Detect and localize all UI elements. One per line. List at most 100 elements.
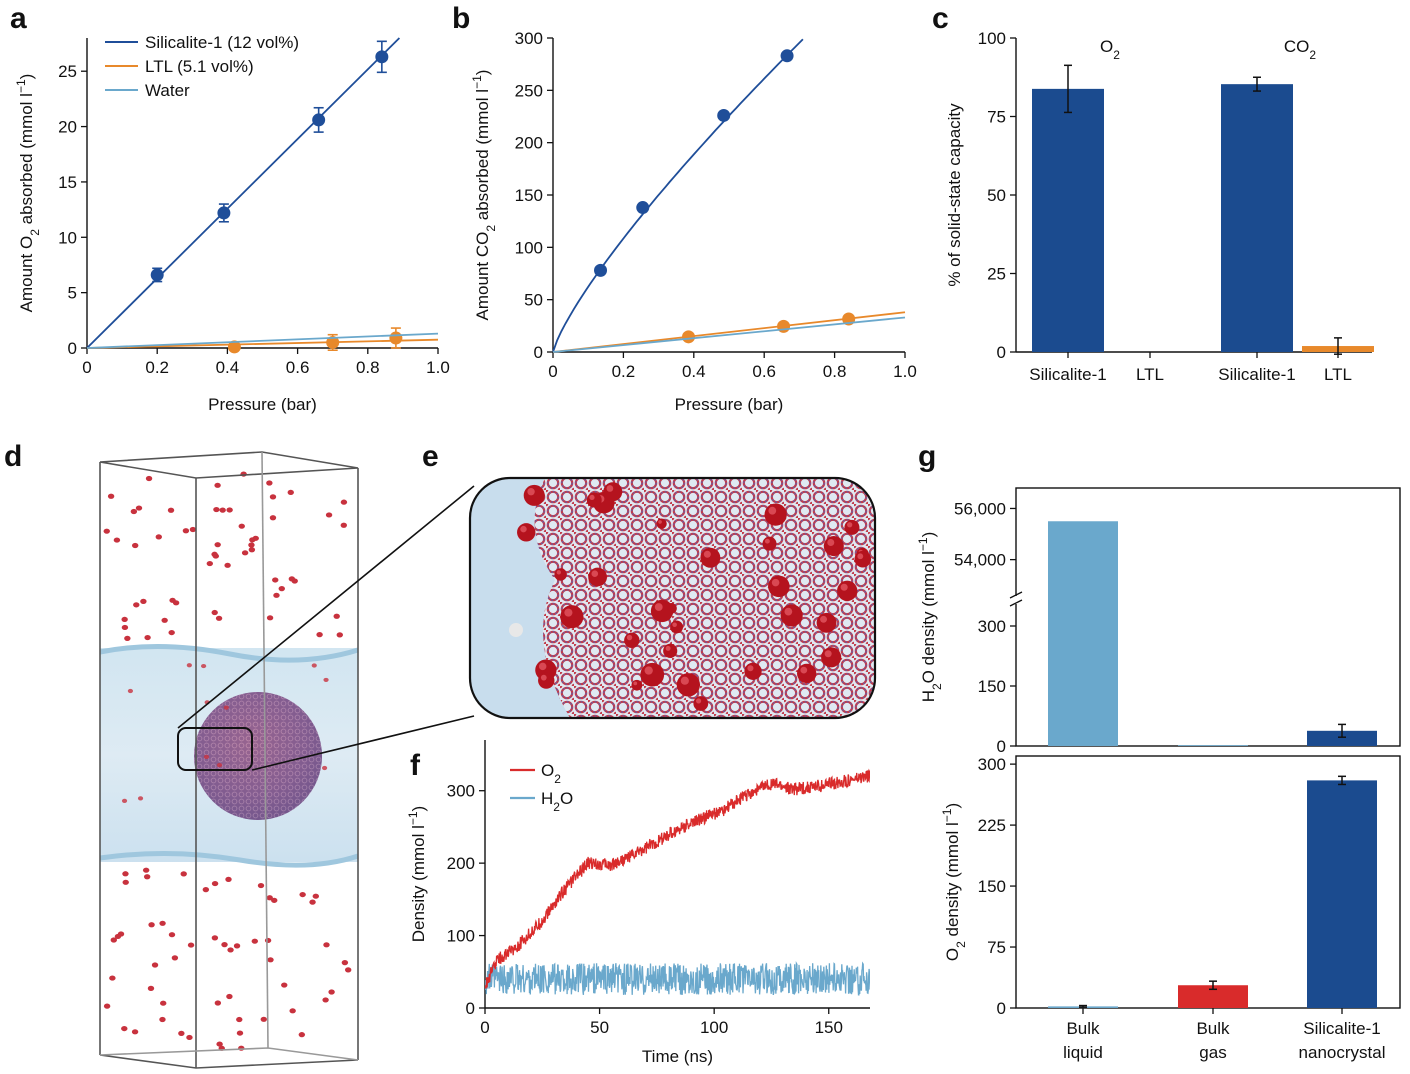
- o2-molecule-63: [159, 920, 166, 926]
- chart-c-bar-0: [1032, 88, 1104, 353]
- o2-molecule-33: [214, 542, 221, 548]
- chart-a-legend-label-0: Silicalite-1 (12 vol%): [145, 33, 299, 52]
- chart-c-category-0: Silicalite-1: [1029, 365, 1106, 384]
- o2-blob-25: [517, 523, 536, 542]
- chart-g-bottom-ytick-label-4: 300: [978, 755, 1006, 774]
- o2-molecule-16: [144, 634, 151, 641]
- o2-molecule-101: [180, 871, 187, 877]
- chart-f-xtick-label-3: 150: [815, 1018, 843, 1037]
- o2-molecule-57: [122, 871, 129, 877]
- chart-g-top-bar-2: [1307, 730, 1377, 746]
- o2-molecule-36: [169, 597, 176, 603]
- chart-g-top-upper-ytick-label-0: 54,000: [954, 551, 1006, 570]
- o2-molecule-72: [281, 982, 288, 988]
- o2-blob-highlight-9: [857, 553, 864, 560]
- o2-molecule-121: [311, 663, 317, 668]
- o2-molecule-79: [236, 1030, 244, 1036]
- panel-label-b: b: [452, 2, 470, 35]
- chart-a-x-label: Pressure (bar): [208, 395, 317, 414]
- o2-blob-highlight-20: [626, 634, 633, 641]
- o2-molecule-114: [186, 663, 192, 668]
- chart-a-ytick-label-0: 0: [68, 339, 77, 358]
- o2-blob-highlight-12: [847, 522, 853, 528]
- chart-f: 0 100 200 300 0 50 100 150 Time (ns) Density (mmo…: [406, 740, 870, 1066]
- o2-molecule-21: [121, 624, 129, 631]
- chart-a-point-1-1: [326, 335, 340, 349]
- chart-g-bottom-ytick-label-1: 75: [987, 938, 1006, 957]
- o2-molecule-38: [333, 613, 340, 619]
- o2-blob-30: [538, 672, 555, 689]
- o2-molecule-74: [121, 1025, 128, 1032]
- panel-label-d: d: [4, 440, 22, 473]
- chart-g-bottom-bar-2: [1307, 780, 1377, 1008]
- chart-b-point-1-0: [682, 330, 696, 344]
- o2-molecule-71: [186, 1034, 193, 1041]
- chart-f-plot-area: [485, 768, 870, 996]
- o2-molecule-27: [214, 482, 221, 488]
- o2-molecule-68: [221, 942, 228, 948]
- o2-molecule-112: [223, 705, 229, 710]
- o2-molecule-51: [325, 512, 333, 518]
- chart-f-xtick-label-2: 100: [700, 1018, 728, 1037]
- chart-g-bottom-y-label: O2 density (mmol l−1): [940, 803, 968, 961]
- o2-molecule-111: [127, 688, 134, 694]
- o2-blob-highlight-18: [538, 662, 547, 671]
- o2-blob-16: [797, 663, 817, 684]
- o2-blob-15: [823, 536, 844, 557]
- o2-molecule-34: [167, 507, 175, 513]
- chart-b-xtick-label-1: 0.2: [612, 362, 636, 381]
- o2-blob-highlight-29: [840, 583, 848, 591]
- o2-molecule-44: [168, 629, 175, 636]
- o2-molecule-7: [226, 507, 233, 513]
- o2-molecule-106: [178, 1030, 185, 1036]
- chart-b-y-label-part-0: Amount CO: [473, 232, 492, 321]
- o2-blob-33: [560, 605, 584, 629]
- o2-molecule-17: [213, 506, 220, 513]
- o2-molecule-12: [131, 542, 139, 549]
- o2-blob-24: [554, 568, 567, 581]
- o2-molecule-104: [147, 985, 155, 991]
- chart-f-ytick-label-1: 100: [447, 927, 475, 946]
- o2-blob-32: [603, 482, 623, 502]
- chart-a-ytick-label-3: 15: [58, 173, 77, 192]
- o2-molecule-35: [287, 489, 294, 496]
- o2-molecule-15: [269, 515, 277, 521]
- chart-a-y-label-part-4: ): [17, 74, 36, 80]
- chart-b-ytick-label-1: 50: [524, 291, 543, 310]
- chart-a-y-label-part-3: −1: [14, 79, 28, 93]
- chart-a-legend-label-1: LTL (5.1 vol%): [145, 57, 254, 76]
- o2-molecule-47: [124, 635, 131, 641]
- o2-molecule-75: [122, 879, 129, 885]
- o2-molecule-42: [155, 534, 162, 540]
- chart-a-y-label: Amount O2 absorbed (mmol l−1): [14, 74, 42, 313]
- simulation-box-illustration: [99, 451, 475, 1069]
- chart-g-top-bar-0: [1048, 521, 1118, 746]
- chart-c-group-label-1-part-1: 2: [1309, 48, 1316, 62]
- o2-blob-22: [821, 647, 842, 668]
- o2-blob-0: [670, 620, 684, 634]
- o2-molecule-29: [272, 577, 279, 583]
- o2-molecule-85: [323, 942, 330, 948]
- o2-molecule-22: [161, 617, 168, 623]
- chart-a-point-1-0: [227, 340, 241, 354]
- chart-g-top-y-label-part-2: O density (mmol l: [919, 551, 938, 683]
- o2-molecule-31: [211, 551, 218, 557]
- o2-blob-20: [624, 632, 640, 648]
- o2-molecule-116: [216, 763, 223, 768]
- h2o-blob-0: [509, 623, 523, 637]
- o2-molecule-19: [140, 598, 147, 604]
- chart-c-ytick-label-1: 25: [987, 265, 1006, 284]
- o2-molecule-117: [323, 677, 329, 683]
- o2-molecule-82: [267, 957, 274, 963]
- o2-molecule-95: [322, 997, 329, 1003]
- o2-molecule-109: [187, 942, 195, 948]
- o2-molecule-48: [215, 615, 223, 621]
- chart-a-xtick-label-3: 0.6: [286, 358, 310, 377]
- o2-molecule-54: [266, 615, 274, 621]
- o2-molecule-69: [103, 1003, 111, 1009]
- o2-blob-highlight-14: [591, 570, 599, 578]
- o2-molecule-23: [219, 507, 226, 513]
- o2-molecule-102: [341, 959, 349, 966]
- o2-molecule-86: [226, 993, 233, 1000]
- o2-molecule-100: [151, 962, 159, 968]
